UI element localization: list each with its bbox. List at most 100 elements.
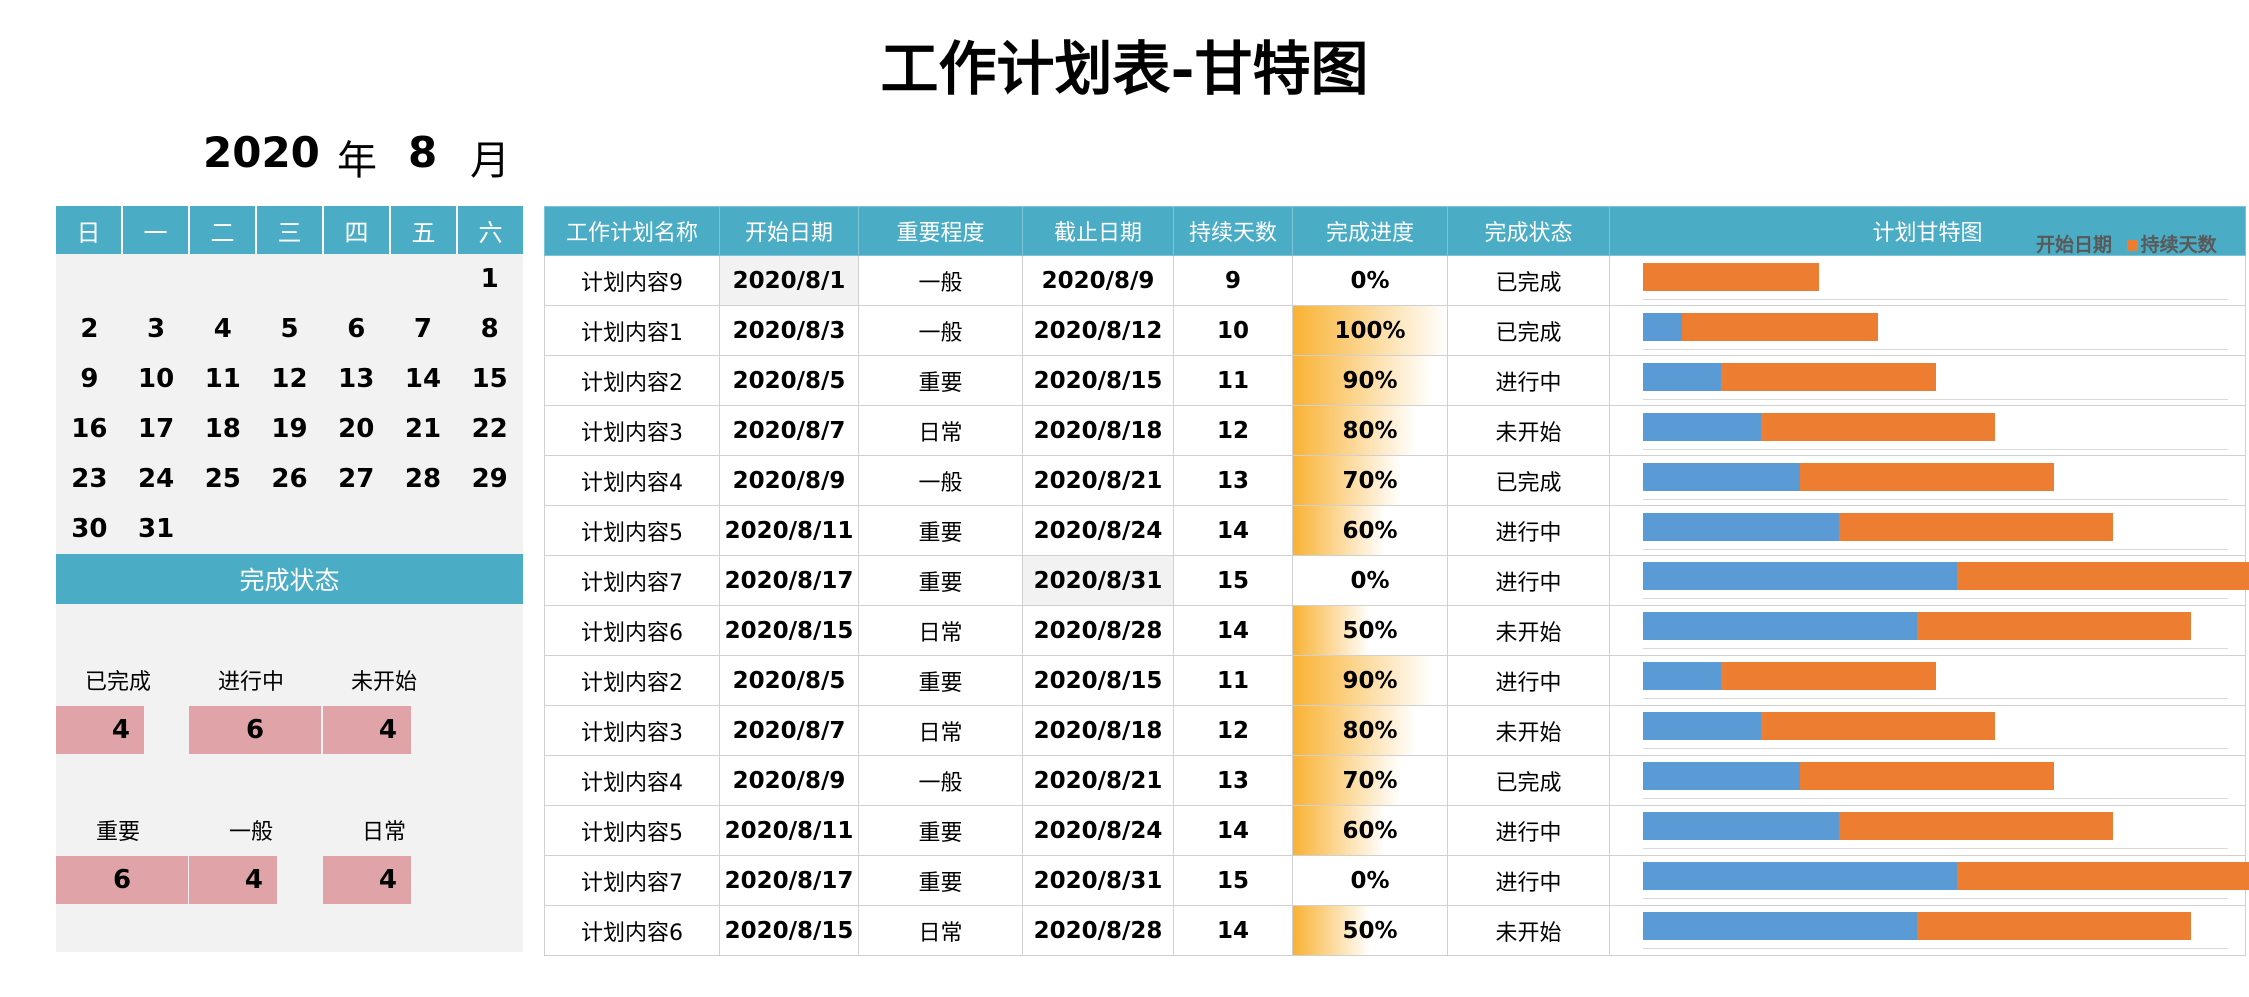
gantt-bar-start <box>1643 412 1761 441</box>
legend-swatch-start <box>2022 240 2033 251</box>
calendar-day: 25 <box>204 464 241 494</box>
gantt-bar-duration <box>1839 811 2113 840</box>
calendar-day: 23 <box>71 464 108 494</box>
cell-progress: 50% <box>1292 905 1448 956</box>
cell-duration: 12 <box>1173 705 1293 756</box>
gantt-bar-duration <box>1643 263 1819 291</box>
cell-importance: 日常 <box>858 705 1023 756</box>
gantt-gridline <box>1643 299 2228 300</box>
calendar-day: 17 <box>137 414 175 444</box>
gantt-bar-duration <box>1721 662 1937 691</box>
calendar-day: 4 <box>213 314 232 344</box>
importance-count-routine: 4 <box>323 856 411 904</box>
status-label-notstarted: 未开始 <box>350 670 417 695</box>
cell-duration: 15 <box>1173 555 1293 606</box>
gantt-gridline <box>1643 348 2228 350</box>
cell-progress: 90% <box>1292 655 1448 706</box>
cell-status: 未开始 <box>1447 905 1610 956</box>
progress-value: 90% <box>1342 367 1398 394</box>
calendar-day: 14 <box>404 364 442 394</box>
cell-duration: 11 <box>1173 655 1293 706</box>
cell-status: 进行中 <box>1447 655 1610 706</box>
gantt-bar-start <box>1643 512 1839 541</box>
gantt-bar-duration <box>1917 911 2192 940</box>
month-label: 月 <box>470 138 510 184</box>
gantt-gridline <box>1643 897 2228 899</box>
gantt-bar-start <box>1643 861 1957 890</box>
gantt-bar-duration <box>1721 362 1937 391</box>
calendar-day: 30 <box>71 514 108 544</box>
gantt-bar-start <box>1643 811 1839 840</box>
gantt-bar-duration <box>1682 312 1878 341</box>
table-header-row: 工作计划名称 开始日期 重要程度 截止日期 持续天数 完成进度 完成状态 计划甘… <box>544 206 2246 256</box>
cell-status: 进行中 <box>1447 355 1610 406</box>
gantt-gridline <box>1643 548 2228 550</box>
cell-end-date: 2020/8/24 <box>1022 805 1174 856</box>
calendar-day <box>456 504 523 554</box>
gantt-gridline <box>1643 748 2228 750</box>
cell-importance: 重要 <box>858 855 1023 906</box>
cell-status: 未开始 <box>1447 605 1610 656</box>
cell-status: 进行中 <box>1447 555 1610 606</box>
cell-end-date: 2020/8/28 <box>1022 905 1174 956</box>
gantt-chart <box>1610 254 2249 954</box>
cell-plan-name: 计划内容5 <box>544 505 720 556</box>
calendar-day <box>189 254 256 304</box>
calendar-day: 3 <box>147 314 166 344</box>
cell-progress: 60% <box>1292 505 1448 556</box>
calendar-day: 6 <box>347 314 366 344</box>
cell-status: 未开始 <box>1447 405 1610 456</box>
calendar-day <box>56 254 123 304</box>
calendar-day <box>256 254 323 304</box>
status-panel-header: 完成状态 <box>56 554 523 604</box>
cell-end-date: 2020/8/24 <box>1022 505 1174 556</box>
gantt-gridline <box>1643 398 2228 400</box>
progress-fill <box>1293 506 1386 555</box>
cell-duration: 14 <box>1173 605 1293 656</box>
work-plan-table: 工作计划名称 开始日期 重要程度 截止日期 持续天数 完成进度 完成状态 计划甘… <box>544 206 2246 956</box>
calendar-day: 28 <box>404 464 442 494</box>
gantt-bar-start <box>1643 462 1800 491</box>
month-value: 8 <box>408 128 438 177</box>
cell-start-date: 2020/8/11 <box>719 805 859 856</box>
gantt-gridline <box>1643 798 2228 799</box>
cell-status: 进行中 <box>1447 505 1610 556</box>
gantt-bar-duration <box>1839 512 2113 541</box>
progress-value: 70% <box>1342 767 1398 794</box>
calendar-day: 21 <box>404 414 442 444</box>
cell-start-date: 2020/8/15 <box>719 905 859 956</box>
cell-plan-name: 计划内容6 <box>544 605 720 656</box>
column-header-start: 开始日期 <box>719 206 859 256</box>
cell-start-date: 2020/8/17 <box>719 855 859 906</box>
cell-status: 已完成 <box>1447 305 1610 356</box>
status-panel: 已完成 进行中 未开始 4 6 4 重要 一般 日常 6 4 4 <box>56 604 523 952</box>
cell-start-date: 2020/8/5 <box>719 655 859 706</box>
calendar-day <box>390 254 457 304</box>
gantt-chart-title: 计划甘特图 <box>1609 206 2246 256</box>
gantt-bar-start <box>1643 562 1957 591</box>
gantt-gridline <box>1643 847 2228 849</box>
cell-progress: 80% <box>1292 405 1448 456</box>
progress-value: 60% <box>1342 517 1398 544</box>
cell-end-date: 2020/8/31 <box>1022 555 1174 606</box>
cell-start-date: 2020/8/3 <box>719 305 859 356</box>
calendar-days: 1 2 3 4 5 6 7 8 9 10 11 12 13 14 15 16 17 18 19 20 21 22 23 24 2… <box>56 254 523 554</box>
calendar-weekday-header: 日 一 二 三 四 五 六 <box>56 206 523 254</box>
calendar-day <box>189 504 256 554</box>
calendar-day: 9 <box>80 364 99 394</box>
calendar-day <box>123 254 190 304</box>
cell-start-date: 2020/8/17 <box>719 555 859 606</box>
calendar-day: 12 <box>271 364 308 394</box>
cell-end-date: 2020/8/15 <box>1022 655 1174 706</box>
gantt-bar-duration <box>1760 712 1996 741</box>
cell-end-date: 2020/8/18 <box>1022 405 1174 456</box>
calendar-day: 10 <box>137 364 175 394</box>
column-header-progress: 完成进度 <box>1292 206 1448 256</box>
column-header-end: 截止日期 <box>1022 206 1174 256</box>
legend-swatch-days <box>2126 240 2138 251</box>
gantt-gridline <box>1643 498 2228 500</box>
cell-status: 未开始 <box>1447 705 1610 756</box>
status-label-inprogress: 进行中 <box>217 670 284 695</box>
cell-plan-name: 计划内容4 <box>544 755 720 806</box>
gantt-bar-duration <box>1760 412 1996 441</box>
